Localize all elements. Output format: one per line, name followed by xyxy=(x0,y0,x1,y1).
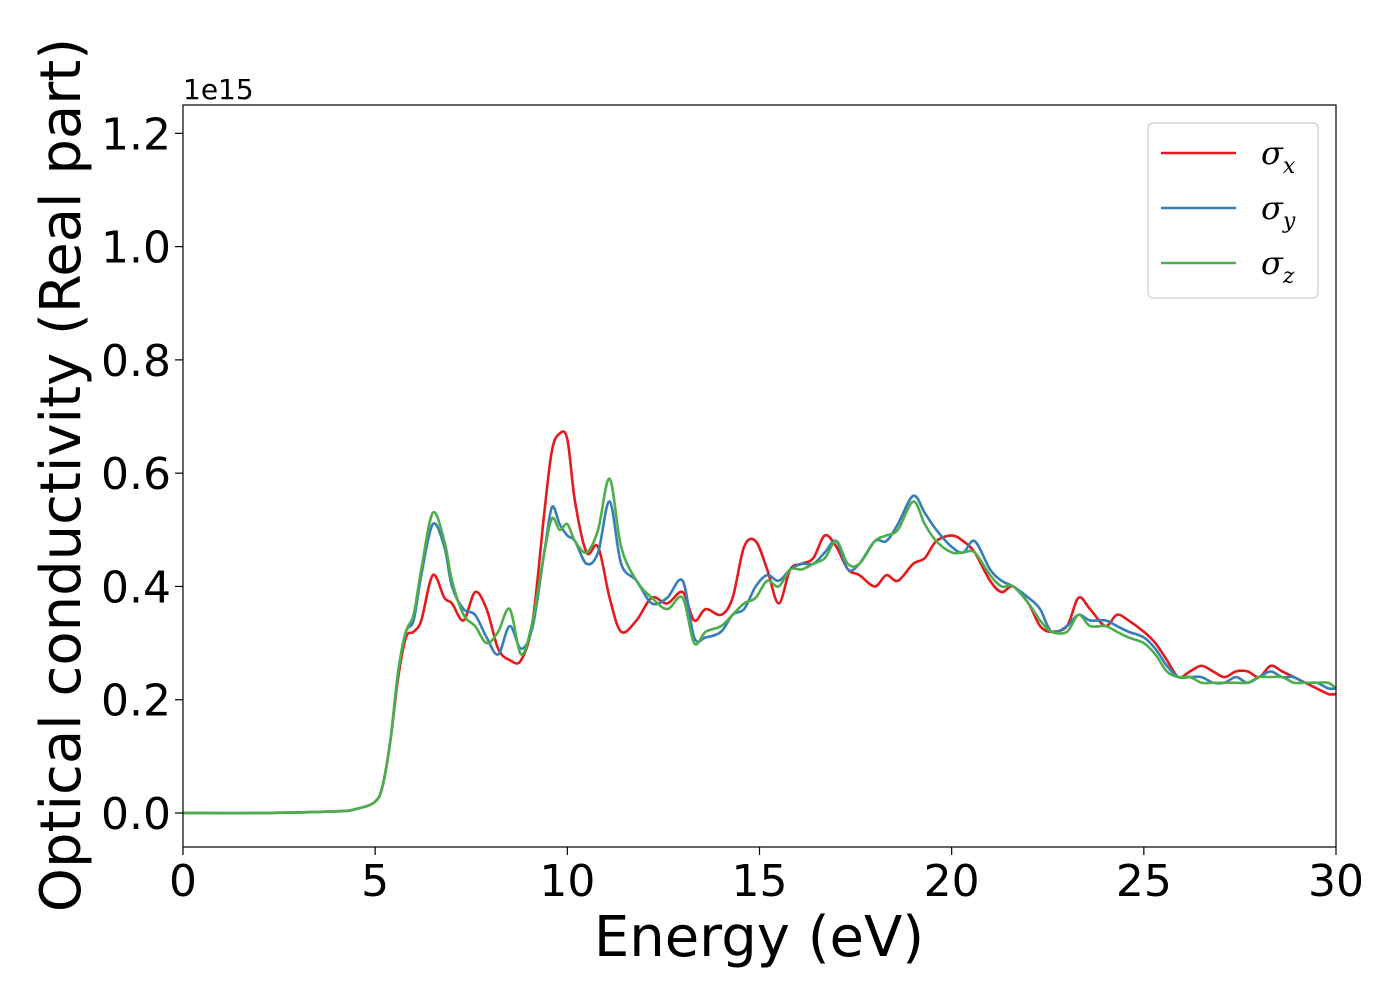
y-tick-label: 0.4 xyxy=(101,562,171,613)
legend-label-x: σx xyxy=(1261,134,1296,179)
legend-label-subscript: y xyxy=(1282,209,1296,234)
series-line-y xyxy=(182,494,1337,815)
legend-label-subscript: x xyxy=(1283,154,1296,179)
legend-label-symbol: σ xyxy=(1261,189,1284,227)
legend-label-symbol: σ xyxy=(1261,134,1284,172)
y-offset-label: 1e15 xyxy=(183,73,254,106)
y-tick-label: 0.0 xyxy=(101,789,171,840)
y-axis: 0.0 0.2 0.4 0.6 0.8 1.0 1.2 xyxy=(101,109,183,840)
y-tick-label: 1.0 xyxy=(101,223,171,274)
y-tick-label: 0.6 xyxy=(101,449,171,500)
y-axis-label: Optical conductivity (Real part) xyxy=(29,38,94,912)
y-tick-label: 0.8 xyxy=(101,336,171,387)
x-tick-label: 10 xyxy=(539,856,595,907)
legend-label-y: σy xyxy=(1261,189,1296,234)
x-tick-label: 15 xyxy=(732,856,788,907)
y-tick-label: 1.2 xyxy=(101,109,171,160)
x-tick-label: 5 xyxy=(361,856,389,907)
legend-label-symbol: σ xyxy=(1261,244,1284,282)
series-line-z xyxy=(182,477,1337,815)
series-layer xyxy=(182,430,1337,815)
x-tick-label: 20 xyxy=(924,856,980,907)
x-axis: 0 5 10 15 20 25 30 xyxy=(169,847,1364,907)
legend-box xyxy=(1147,122,1319,299)
x-tick-label: 30 xyxy=(1308,856,1364,907)
x-tick-label: 25 xyxy=(1116,856,1172,907)
legend-label-z: σz xyxy=(1261,244,1295,289)
y-tick-label: 0.2 xyxy=(101,676,171,727)
x-axis-label: Energy (eV) xyxy=(594,905,924,970)
legend-label-subscript: z xyxy=(1282,264,1295,289)
x-tick-label: 0 xyxy=(169,856,197,907)
